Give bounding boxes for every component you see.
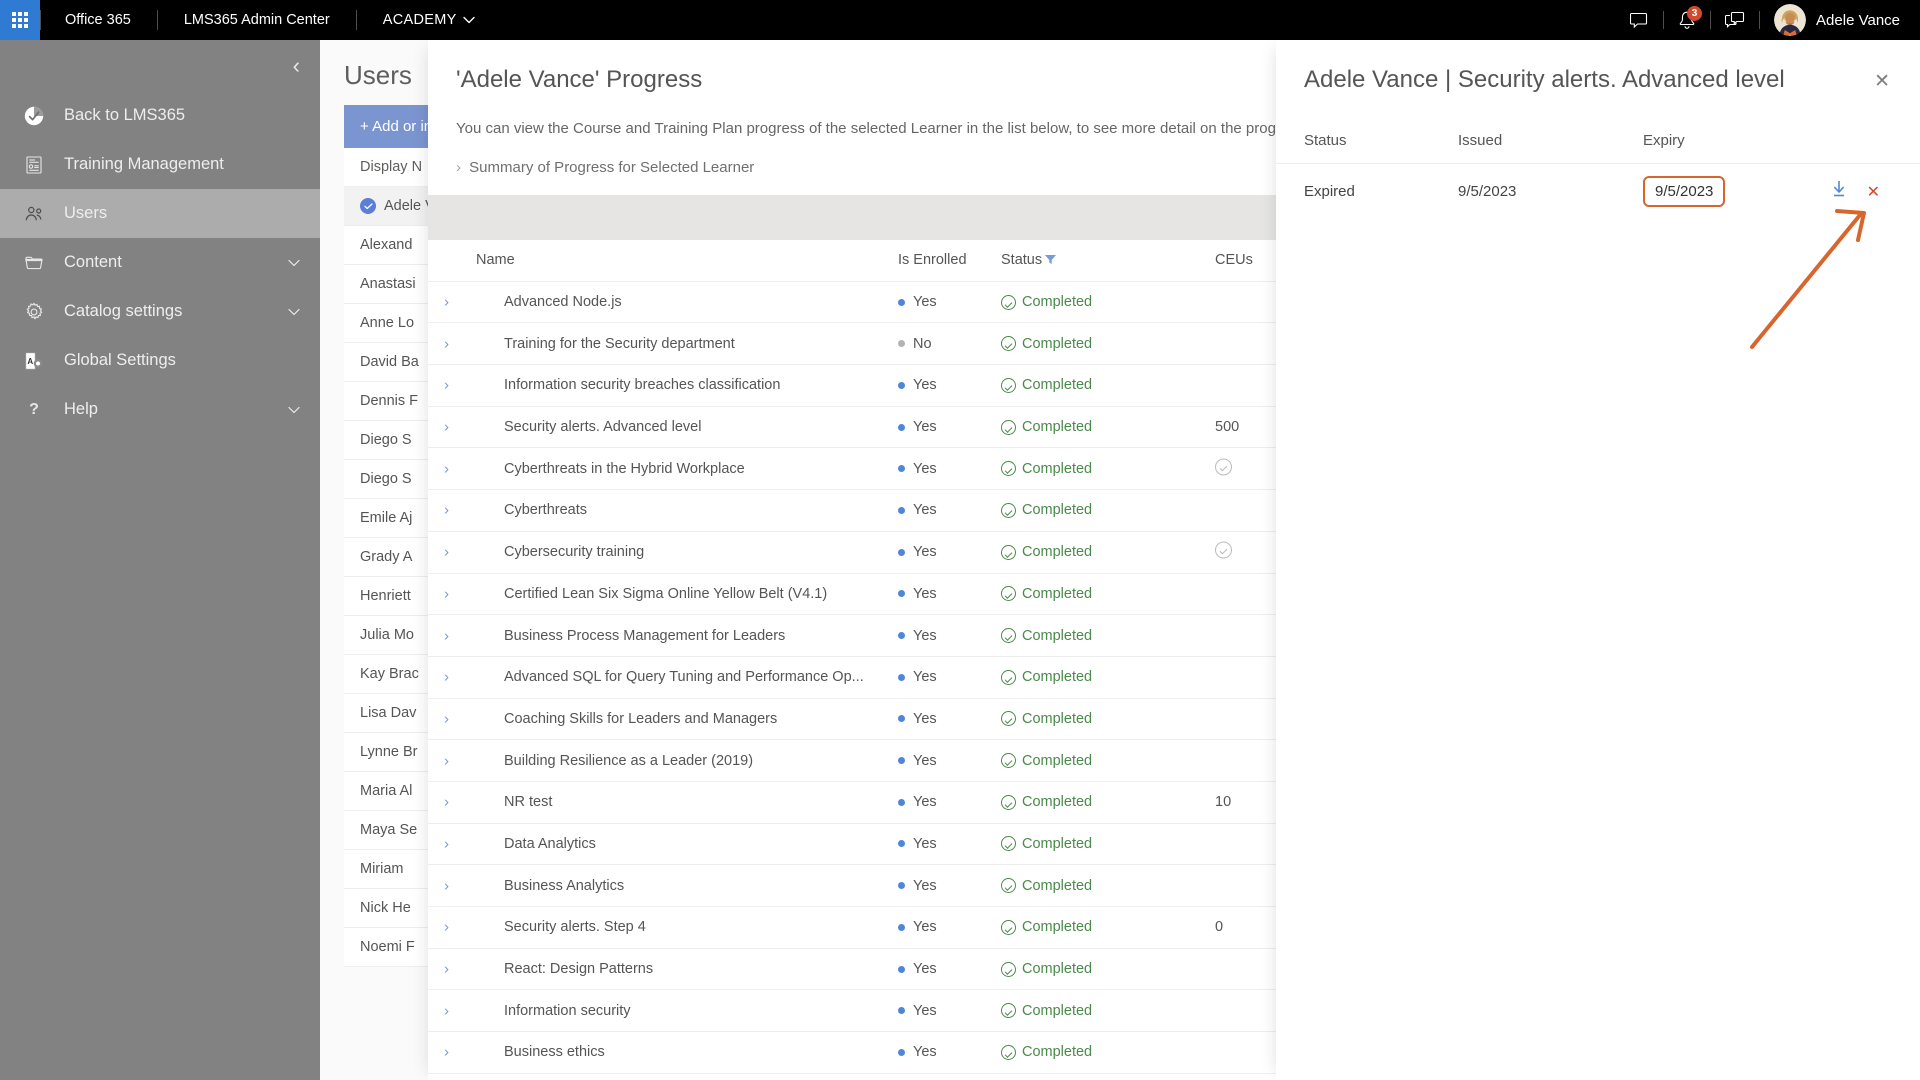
svg-text:A: A	[27, 357, 33, 366]
